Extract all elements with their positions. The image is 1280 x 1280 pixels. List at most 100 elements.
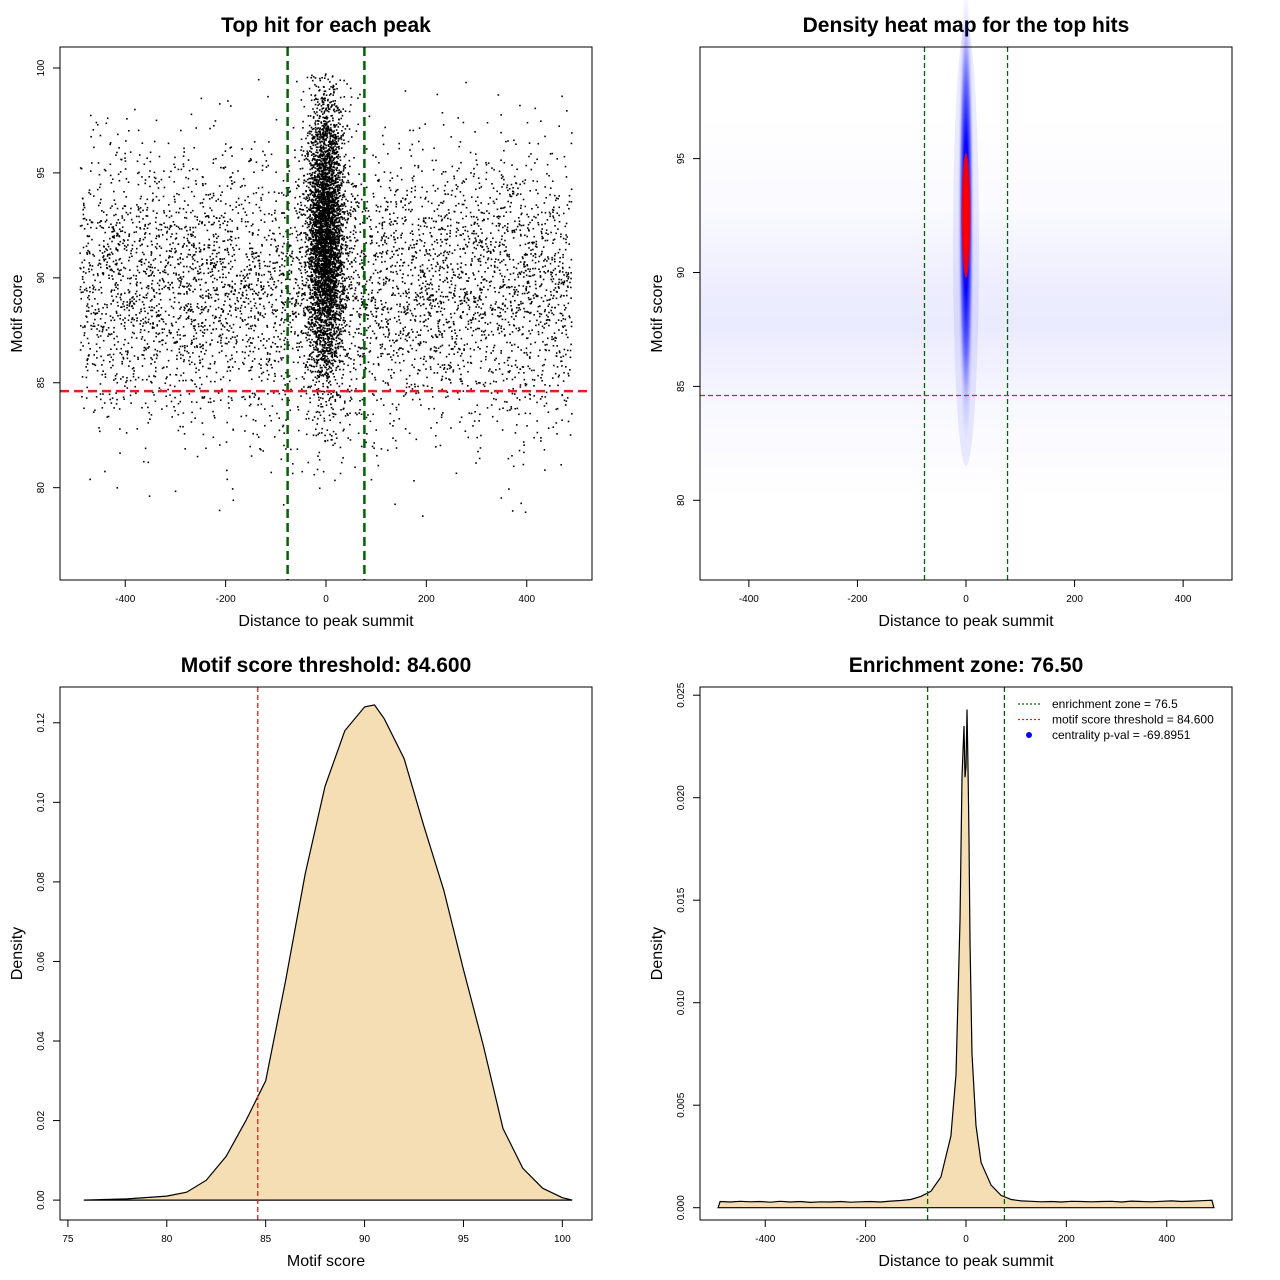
hit-point (552, 297, 554, 300)
hit-point (458, 273, 460, 276)
hit-point (225, 276, 227, 279)
hit-point (518, 223, 521, 225)
hit-point (497, 94, 500, 96)
hit-point (554, 199, 557, 202)
hit-point (558, 195, 561, 197)
hit-point (440, 252, 442, 255)
hit-point (254, 325, 257, 328)
hit-point (388, 353, 390, 355)
hit-point (191, 308, 193, 311)
hit-point (339, 472, 342, 475)
hit-point (358, 276, 360, 279)
hit-point (529, 275, 532, 278)
hit-point (186, 237, 189, 240)
hit-point (88, 235, 91, 237)
hit-point (570, 258, 573, 261)
hit-point (121, 217, 124, 219)
hit-point (394, 361, 397, 364)
hit-point (451, 268, 454, 271)
hit-point (127, 319, 130, 322)
hit-point (98, 427, 100, 429)
hit-point (295, 210, 297, 212)
hit-point (382, 243, 384, 246)
hit-point (474, 131, 476, 133)
hit-point (375, 316, 377, 319)
hit-point (473, 230, 475, 232)
hit-point (254, 265, 256, 268)
hit-point (522, 198, 525, 201)
hit-point (146, 198, 149, 201)
hit-point (174, 251, 177, 254)
hit-point (360, 251, 363, 254)
hit-point (397, 315, 400, 318)
hit-point (173, 405, 175, 408)
hit-point (537, 142, 540, 145)
hit-point (518, 449, 521, 452)
hit-point (505, 246, 507, 248)
hit-point (429, 232, 432, 234)
hit-point (487, 247, 490, 250)
hit-point (367, 298, 370, 301)
hit-point (83, 204, 85, 207)
hit-point (154, 361, 156, 363)
hit-point (484, 312, 486, 315)
hit-point (248, 345, 251, 347)
hit-point (270, 363, 272, 366)
hit-point (240, 218, 243, 220)
hit-point (398, 347, 401, 349)
hit-point (230, 176, 232, 178)
hit-point (197, 323, 200, 325)
hit-point (307, 305, 309, 308)
hit-point (89, 170, 92, 172)
hit-point (276, 247, 279, 250)
hit-point (158, 387, 161, 389)
hit-point (144, 310, 146, 313)
hit-point (350, 136, 353, 138)
hit-point (178, 379, 181, 382)
hit-point (489, 306, 492, 309)
hit-point (172, 316, 175, 318)
hit-point (506, 184, 509, 186)
hit-point (200, 350, 202, 353)
hit-point (86, 321, 89, 323)
hit-point (189, 226, 191, 229)
hit-point (307, 461, 310, 464)
hit-point (562, 325, 564, 328)
hit-point (480, 434, 482, 437)
hit-point (306, 233, 308, 236)
hit-point (354, 261, 357, 263)
hit-point (255, 251, 258, 254)
hit-point (419, 357, 422, 360)
hit-point (193, 246, 195, 248)
hit-point (187, 308, 190, 311)
hit-point (237, 197, 240, 200)
hit-point (529, 320, 531, 322)
hit-point (143, 253, 145, 256)
hit-point (361, 302, 364, 305)
hit-point (207, 310, 209, 313)
hit-point (202, 198, 205, 201)
hit-point (451, 330, 453, 332)
hit-point (164, 342, 167, 345)
hit-point (116, 235, 118, 237)
hit-point (390, 307, 393, 310)
hit-point (368, 215, 371, 218)
hit-point (511, 392, 514, 395)
hit-point (217, 392, 220, 394)
hit-point (81, 278, 84, 281)
hit-point (102, 359, 105, 362)
hit-point (307, 331, 310, 334)
hit-point (224, 249, 226, 251)
hit-point (453, 312, 456, 315)
hit-point (533, 241, 535, 244)
hit-point (484, 270, 486, 273)
hit-point (402, 395, 405, 397)
hit-point (85, 397, 88, 399)
hit-point (227, 271, 230, 274)
hit-point (455, 221, 458, 224)
hit-point (125, 249, 128, 252)
hit-point (191, 320, 193, 323)
hit-point (349, 87, 352, 90)
hit-point (182, 335, 185, 337)
hit-point (182, 360, 185, 363)
